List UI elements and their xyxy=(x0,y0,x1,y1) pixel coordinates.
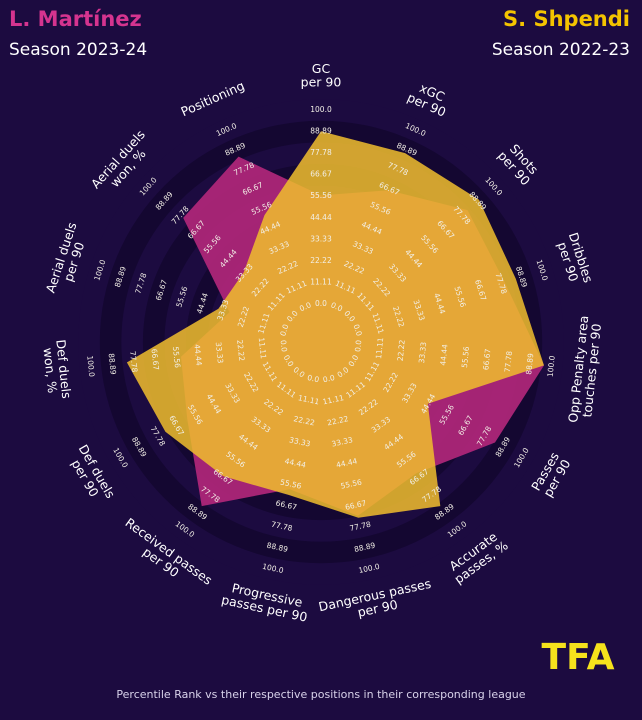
axis-label: Def duelswon, % xyxy=(40,339,75,401)
axis-label: Opp Penalty areatouches per 90 xyxy=(565,315,605,425)
ring-tick-label: 77.78 xyxy=(310,148,332,157)
ring-tick-label: 0.0 xyxy=(329,300,344,313)
ring-tick-label: 44.44 xyxy=(310,213,332,222)
tfa-logo: TFA xyxy=(542,638,615,674)
ring-tick-label: 55.56 xyxy=(460,346,471,369)
ring-tick-label: 11.11 xyxy=(322,393,345,406)
ring-tick-label: 100.0 xyxy=(546,355,557,378)
ring-tick-label: 88.89 xyxy=(266,541,289,554)
ring-tick-label: 11.11 xyxy=(374,337,385,360)
axis-label: xGCper 90 xyxy=(405,77,454,120)
ring-tick-label: 0.0 xyxy=(351,323,363,337)
ring-tick-label: 66.67 xyxy=(310,170,332,179)
axis-label: GC per 90 xyxy=(301,61,342,90)
ring-tick-label: 77.78 xyxy=(270,520,293,533)
series-right-player-area xyxy=(126,131,545,518)
ring-tick-label: 100.0 xyxy=(85,355,96,378)
ring-tick-label: 88.89 xyxy=(310,127,332,136)
tfa-logo-text: TFA xyxy=(542,638,615,674)
ring-tick-label: 100.0 xyxy=(261,562,284,575)
right-player-name: S. Shpendi xyxy=(503,7,630,31)
ring-tick-label: 44.44 xyxy=(284,456,307,469)
left-player-header: L. Martínez Season 2023-24 xyxy=(9,6,147,62)
ring-tick-label: 88.89 xyxy=(353,541,376,554)
right-player-season: Season 2022-23 xyxy=(491,40,630,60)
ring-tick-label: 11.11 xyxy=(257,337,268,360)
left-player-name: L. Martínez xyxy=(9,7,142,31)
ring-tick-label: 100.0 xyxy=(358,562,381,575)
axis-label: Dribblesper 90 xyxy=(553,231,596,289)
ring-tick-label: 66.67 xyxy=(481,348,492,371)
ring-tick-label: 88.89 xyxy=(107,353,118,376)
ring-tick-label: 0.0 xyxy=(353,339,363,352)
axis-label: Positioning xyxy=(178,78,246,119)
ring-tick-label: 100.0 xyxy=(310,105,332,114)
ring-tick-label: 0.0 xyxy=(278,323,290,337)
ring-tick-label: 22.22 xyxy=(326,414,349,427)
axis-label: Progressivepasses per 90 xyxy=(220,579,311,625)
ring-tick-label: 55.56 xyxy=(310,191,332,200)
ring-tick-label: 77.78 xyxy=(349,520,372,533)
ring-tick-label: 11.11 xyxy=(310,277,332,286)
ring-tick-label: 66.67 xyxy=(275,499,298,512)
left-player-season: Season 2023-24 xyxy=(9,40,148,60)
ring-tick-label: 44.44 xyxy=(335,456,358,469)
ring-tick-label: 66.67 xyxy=(149,348,160,371)
ring-tick-label: 44.44 xyxy=(438,344,449,367)
ring-tick-label: 88.89 xyxy=(524,353,535,376)
ring-tick-label: 22.22 xyxy=(310,256,332,265)
ring-tick-label: 55.56 xyxy=(279,477,302,490)
ring-tick-label: 0.0 xyxy=(306,373,320,384)
ring-tick-label: 0.0 xyxy=(315,299,327,308)
ring-tick-label: 33.33 xyxy=(214,341,225,364)
ring-tick-label: 33.33 xyxy=(288,435,311,448)
ring-tick-label: 22.22 xyxy=(293,414,316,427)
ring-tick-label: 77.78 xyxy=(128,350,139,373)
ring-tick-label: 77.78 xyxy=(503,350,514,373)
right-player-header: S. Shpendi Season 2022-23 xyxy=(492,6,630,62)
axis-label: Passesper 90 xyxy=(528,449,574,500)
ring-tick-label: 55.56 xyxy=(340,477,363,490)
ring-tick-label: 33.33 xyxy=(310,234,332,243)
ring-tick-label: 55.56 xyxy=(171,346,182,369)
ring-tick-label: 22.22 xyxy=(235,339,246,362)
ring-tick-label: 44.44 xyxy=(192,344,203,367)
ring-tick-label: 66.67 xyxy=(344,499,367,512)
ring-tick-label: 0.0 xyxy=(322,373,336,384)
footnote: Percentile Rank vs their respective posi… xyxy=(116,688,526,701)
ring-tick-label: 11.11 xyxy=(297,393,320,406)
ring-tick-label: 22.22 xyxy=(396,339,407,362)
ring-tick-label: 0.0 xyxy=(279,340,289,353)
ring-tick-label: 33.33 xyxy=(417,341,428,364)
ring-tick-label: 33.33 xyxy=(331,435,354,448)
ring-tick-label: 0.0 xyxy=(298,300,313,313)
